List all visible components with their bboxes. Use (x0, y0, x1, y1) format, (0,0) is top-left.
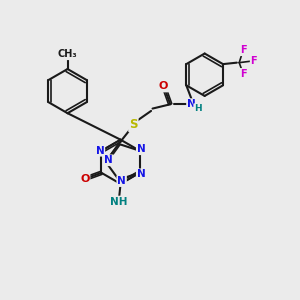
Text: F: F (250, 56, 257, 66)
Text: N: N (137, 144, 146, 154)
Text: N: N (96, 146, 104, 156)
Text: N: N (137, 169, 146, 179)
Text: O: O (80, 174, 89, 184)
Text: N: N (187, 99, 196, 109)
Text: NH: NH (110, 196, 128, 206)
Text: N: N (117, 176, 126, 186)
Text: O: O (159, 82, 168, 92)
Text: N: N (104, 155, 113, 165)
Text: F: F (240, 69, 247, 79)
Text: F: F (240, 45, 247, 55)
Text: S: S (129, 118, 138, 131)
Text: CH₃: CH₃ (58, 49, 77, 59)
Text: H: H (194, 104, 202, 113)
